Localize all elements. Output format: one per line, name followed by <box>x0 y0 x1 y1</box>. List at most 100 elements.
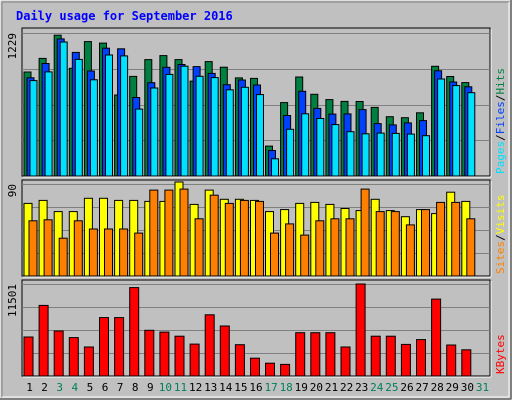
bar-pages-day-8 <box>135 108 144 177</box>
bar-pages-day-29 <box>452 85 461 177</box>
x-tick-label-day-21: 21 <box>325 381 338 394</box>
bar-sites-day-11 <box>179 188 189 277</box>
bar-kbytes-day-30 <box>461 349 472 377</box>
chart-panels: 1229Pages/Files/Hits90Sites/Visits11501K… <box>6 27 507 378</box>
bar-kbytes-day-6 <box>99 317 109 377</box>
bar-pages-day-5 <box>89 79 98 177</box>
bar-kbytes-day-8 <box>129 287 140 377</box>
bar-sites-day-25 <box>390 211 400 277</box>
bar-kbytes-day-23 <box>355 283 366 377</box>
bar-sites-day-9 <box>149 189 159 277</box>
bar-sites-day-10 <box>164 189 174 277</box>
bar-kbytes-day-13 <box>204 314 215 377</box>
bar-sites-day-3 <box>58 237 68 277</box>
x-tick-label-day-12: 12 <box>189 381 202 394</box>
x-tick-label-day-20: 20 <box>310 381 323 394</box>
bar-sites-day-29 <box>451 201 461 277</box>
bar-pages-day-2 <box>44 71 53 177</box>
bar-sites-day-15 <box>239 199 249 277</box>
bar-sites-day-16 <box>255 200 264 277</box>
bar-pages-day-26 <box>406 133 415 177</box>
bar-sites-day-24 <box>375 211 385 277</box>
bar-pages-day-15 <box>240 86 249 177</box>
x-tick-label-day-10: 10 <box>159 381 172 394</box>
x-tick-label-day-24: 24 <box>370 381 384 394</box>
legend-entry: / <box>494 134 507 141</box>
bar-pages-day-24 <box>376 132 385 177</box>
bar-sites-day-2 <box>43 219 53 277</box>
bar-kbytes-day-12 <box>189 343 200 377</box>
legend-entry: Sites <box>494 241 507 274</box>
bar-kbytes-day-21 <box>325 332 336 377</box>
legend-entry: Files <box>494 101 507 134</box>
y-max-label: 1229 <box>6 33 19 60</box>
bar-kbytes-day-4 <box>68 337 79 377</box>
panel-legend: KBytes <box>494 334 507 374</box>
bar-pages-day-25 <box>391 132 400 177</box>
x-tick-label-day-13: 13 <box>204 381 217 394</box>
bar-kbytes-day-28 <box>431 298 442 377</box>
bar-kbytes-day-29 <box>446 344 457 377</box>
panel-legend: Pages/Files/Hits <box>494 68 507 174</box>
bar-kbytes-day-7 <box>114 317 125 377</box>
bar-sites-day-5 <box>88 228 98 277</box>
bar-sites-day-14 <box>224 202 234 277</box>
bar-sites-day-12 <box>194 218 204 277</box>
legend-entry: Visits <box>494 195 507 235</box>
bar-kbytes-day-1 <box>23 336 34 377</box>
bar-pages-day-9 <box>150 87 159 177</box>
bar-sites-day-27 <box>421 209 430 277</box>
x-tick-label-day-9: 9 <box>147 381 154 394</box>
x-tick-label-day-2: 2 <box>41 381 48 394</box>
x-tick-label-day-23: 23 <box>355 381 368 394</box>
bar-sites-day-23 <box>360 188 370 277</box>
bar-pages-day-16 <box>256 94 264 177</box>
bar-sites-day-22 <box>345 218 355 277</box>
bar-sites-day-13 <box>209 194 219 277</box>
bar-pages-day-21 <box>331 124 340 177</box>
x-tick-label-day-14: 14 <box>219 381 233 394</box>
x-tick-label-day-11: 11 <box>174 381 187 394</box>
bar-kbytes-day-22 <box>340 346 351 377</box>
bar-kbytes-day-11 <box>174 335 185 377</box>
bar-pages-day-14 <box>225 89 234 177</box>
x-tick-label-day-17: 17 <box>264 381 277 394</box>
x-tick-label-day-30: 30 <box>461 381 474 394</box>
legend-entry: / <box>494 234 507 241</box>
bar-kbytes-day-18 <box>280 363 291 377</box>
legend-entry: Pages <box>494 141 507 174</box>
bar-pages-day-18 <box>286 128 295 177</box>
bar-pages-day-4 <box>74 58 83 177</box>
bar-kbytes-day-9 <box>144 329 155 377</box>
bar-kbytes-day-3 <box>53 330 64 377</box>
x-tick-label-day-6: 6 <box>102 381 109 394</box>
bar-sites-day-21 <box>330 218 340 277</box>
bar-pages-day-20 <box>316 118 325 177</box>
bar-pages-day-11 <box>180 65 189 177</box>
panel-legend: Sites/Visits <box>494 195 507 275</box>
bar-sites-day-4 <box>73 220 83 277</box>
panel-kbytes: 11501 KBytes <box>6 279 507 378</box>
bar-kbytes-day-20 <box>310 332 321 377</box>
bar-pages-day-22 <box>346 131 355 177</box>
bar-kbytes-day-2 <box>38 304 49 377</box>
bar-pages-day-27 <box>422 135 430 177</box>
bar-sites-day-6 <box>104 228 113 277</box>
x-tick-label-day-8: 8 <box>132 381 139 394</box>
bar-pages-day-7 <box>120 55 129 177</box>
bar-sites-day-28 <box>436 201 446 277</box>
bar-pages-day-13 <box>210 77 219 177</box>
bar-sites-day-18 <box>285 223 295 277</box>
x-tick-label-day-26: 26 <box>400 381 413 394</box>
x-tick-label-day-4: 4 <box>71 381 78 394</box>
bar-kbytes-day-16 <box>250 357 260 377</box>
x-tick-label-day-31: 31 <box>476 381 489 394</box>
bar-kbytes-day-10 <box>159 331 170 377</box>
bar-pages-day-19 <box>301 113 310 177</box>
legend-entry: Hits <box>494 68 507 95</box>
x-tick-label-day-15: 15 <box>234 381 247 394</box>
bar-kbytes-day-27 <box>416 339 426 377</box>
bar-kbytes-day-5 <box>83 346 94 377</box>
